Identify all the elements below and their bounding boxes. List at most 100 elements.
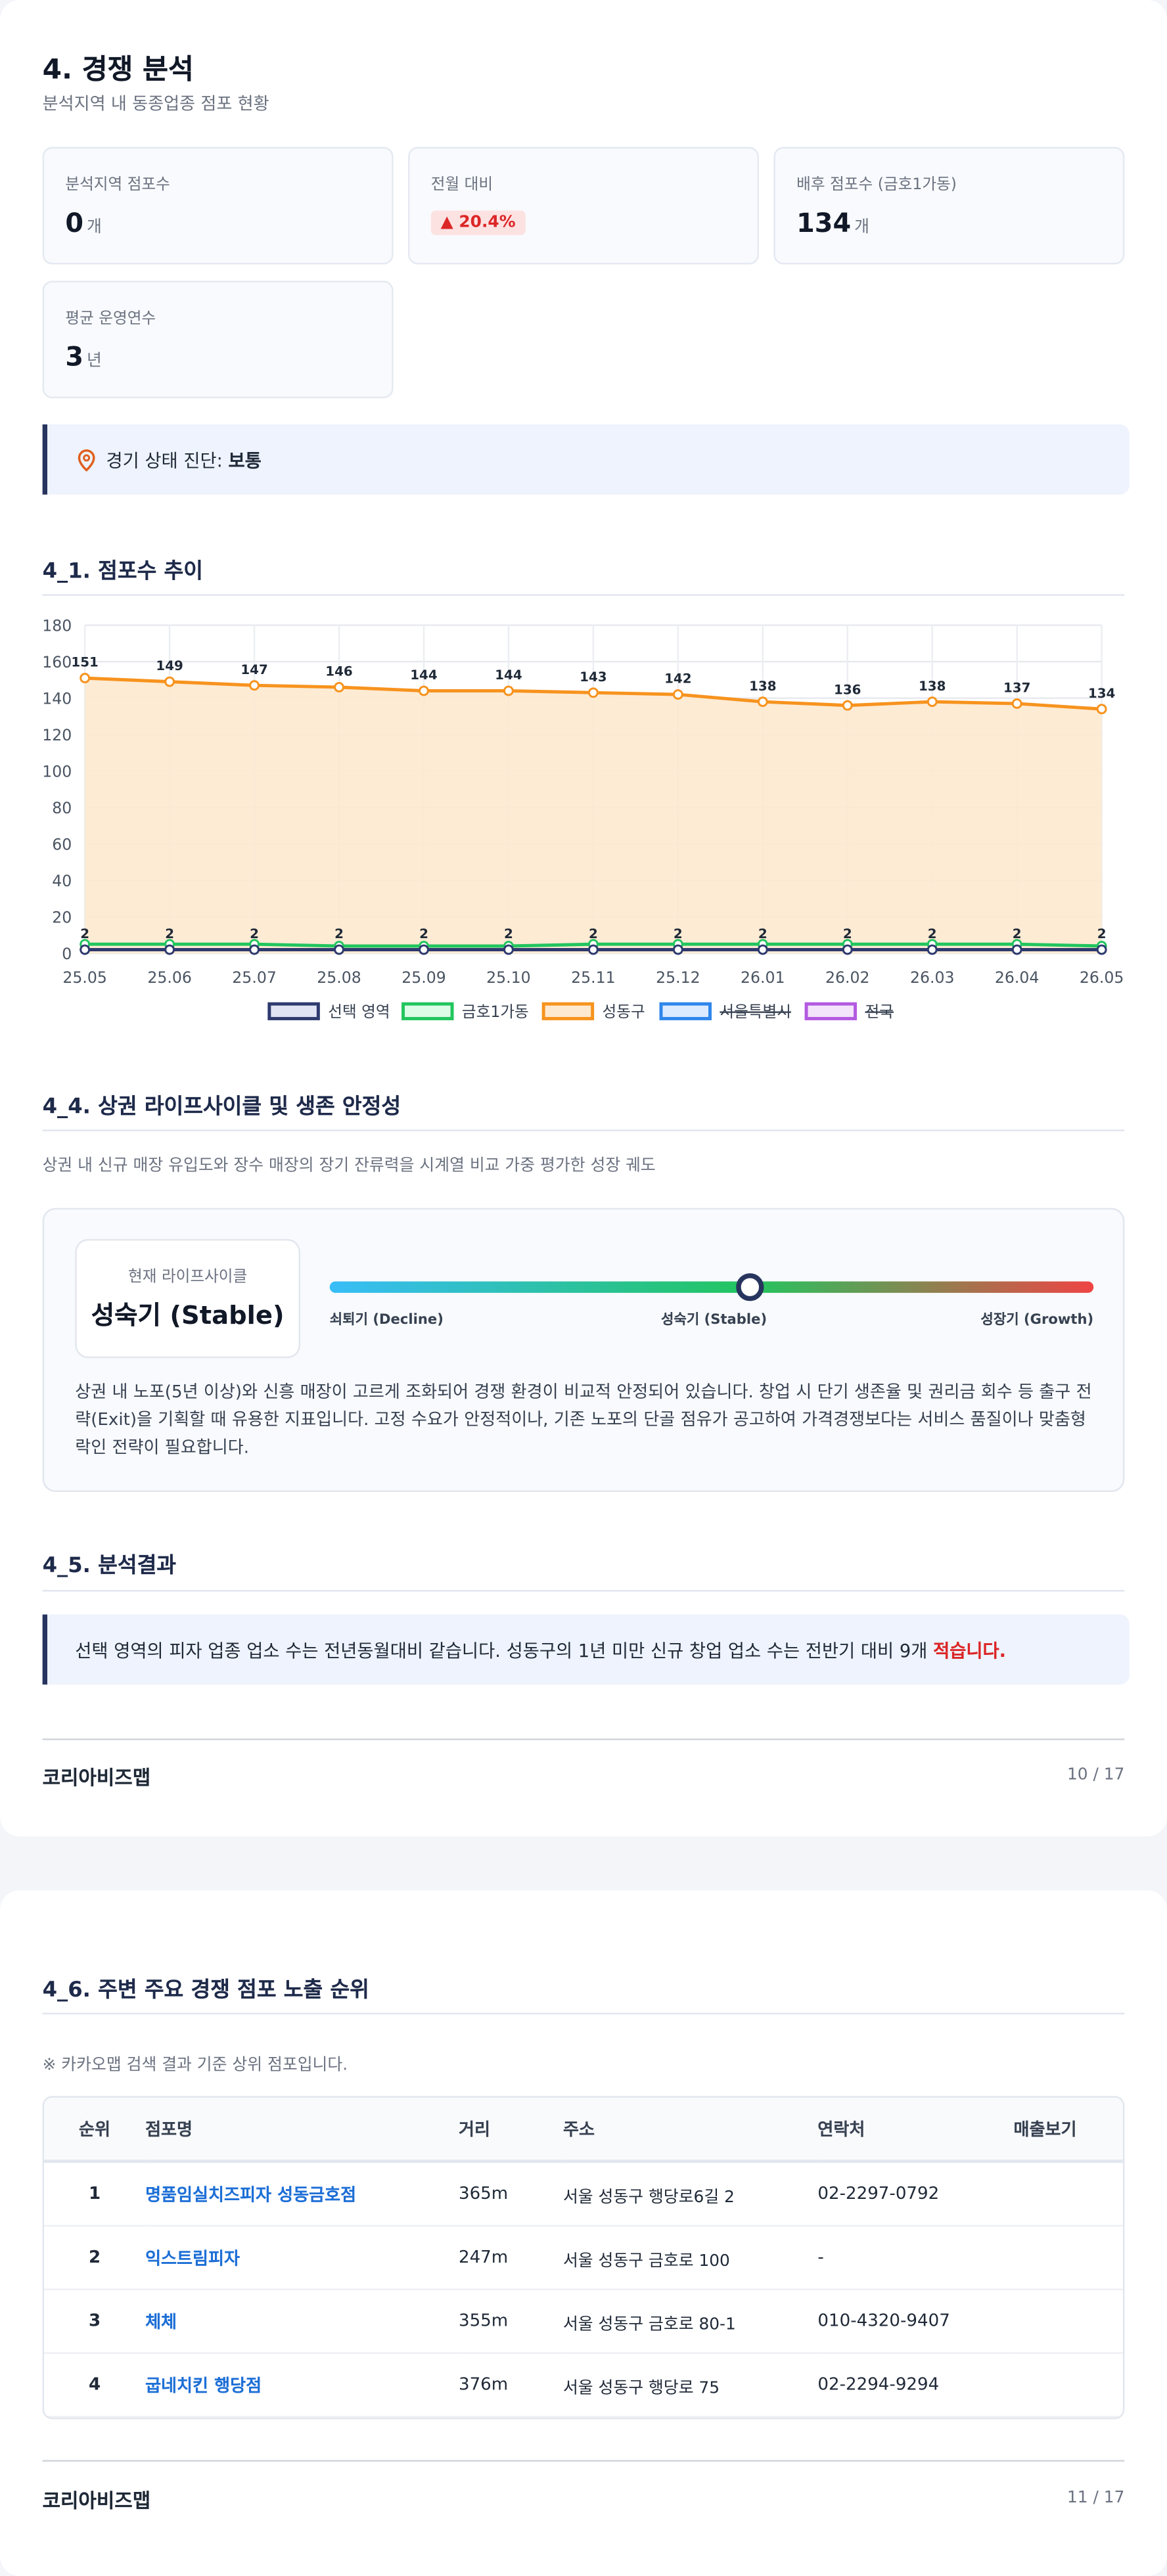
- point: [249, 680, 260, 691]
- point: [1096, 944, 1107, 955]
- phone-cell: 02-2294-9294: [817, 2353, 1014, 2418]
- table-row: 2 익스트림피자 247m 서울 성동구 금호로 100-: [44, 2225, 1123, 2291]
- legend-swatch: [659, 1002, 712, 1020]
- phone-cell: 02-2297-0792: [817, 2161, 1014, 2227]
- x-tick-label: 26.05: [1080, 968, 1124, 987]
- divider: [42, 1738, 1125, 1740]
- stat-card: 배후 점포수 (금호1가동) 134 개: [773, 147, 1125, 265]
- table-row: 4 굽네치킨 행당점 376m 서울 성동구 행당로 75 02-2294-9294: [44, 2353, 1123, 2418]
- address-cell: 서울 성동구 행당로 75: [562, 2353, 818, 2418]
- stat-unit: 개: [854, 218, 869, 237]
- sales-cell: [1013, 2225, 1123, 2291]
- legend-label: 성동구: [603, 1003, 645, 1021]
- table-row: 1 명품임실치즈피자 성동금호점 365m 서울 성동구 행당로6길 2 02-2297…: [44, 2161, 1123, 2227]
- lifecycle-marker: [735, 1273, 764, 1301]
- data-label: 136: [834, 682, 861, 697]
- name-cell[interactable]: 익스트림피자: [145, 2225, 459, 2291]
- point: [249, 944, 260, 955]
- data-label: 2: [419, 926, 428, 941]
- data-label: 2: [250, 926, 259, 941]
- point: [164, 944, 175, 955]
- y-tick-label: 80: [52, 799, 72, 817]
- x-tick-label: 26.01: [741, 968, 785, 987]
- y-tick-label: 100: [42, 762, 72, 780]
- stat-label: 분석지역 점포수: [65, 176, 170, 194]
- phone-cell: 010-4320-9407: [817, 2289, 1014, 2354]
- sales-cell: [1013, 2161, 1123, 2227]
- page-number: 10 / 17: [1067, 1766, 1125, 1784]
- legend-label: 선택 영역: [328, 1003, 390, 1021]
- x-tick-label: 25.06: [147, 968, 192, 987]
- point: [419, 944, 429, 955]
- legend-item: 금호1가동: [401, 1002, 529, 1021]
- stat-label: 평균 운영연수: [65, 310, 156, 328]
- y-tick-label: 60: [52, 835, 72, 853]
- distance-cell: 355m: [458, 2289, 563, 2354]
- data-label: 144: [410, 667, 437, 683]
- header-cell: 연락처: [817, 2097, 1014, 2163]
- y-tick-label: 20: [52, 908, 72, 926]
- data-label: 2: [758, 926, 767, 941]
- data-label: 149: [156, 658, 183, 673]
- header-cell: 매출보기: [1013, 2097, 1123, 2163]
- point: [503, 685, 514, 696]
- data-label: 147: [240, 662, 267, 677]
- sales-cell: [1013, 2289, 1123, 2354]
- stat-label: 전월 대비: [430, 176, 493, 194]
- data-label: 137: [1003, 681, 1030, 696]
- x-tick-label: 26.03: [910, 968, 955, 987]
- address-cell: 서울 성동구 금호로 100: [562, 2225, 818, 2291]
- diagnosis-value: 보통: [228, 450, 262, 472]
- current-stage: 성숙기 (Stable): [91, 1301, 285, 1331]
- pin-icon: [78, 449, 95, 472]
- legend-item: 선택 영역: [267, 1002, 390, 1021]
- data-label: 2: [928, 926, 937, 941]
- data-label: 138: [749, 679, 776, 694]
- result-box: 선택 영역의 피자 업종 업소 수는 전년동월대비 같습니다. 성동구의 1년 …: [42, 1614, 1130, 1685]
- scale-label: 성장기 (Growth): [980, 1312, 1094, 1329]
- stat-value: 3: [65, 341, 84, 373]
- scale-label: 쇠퇴기 (Decline): [329, 1312, 444, 1329]
- point: [1011, 944, 1022, 955]
- point: [164, 676, 175, 687]
- data-label: 138: [919, 679, 946, 694]
- current-label: 현재 라이프사이클: [128, 1268, 248, 1286]
- section-title: 4_1. 점포수 추이: [42, 560, 203, 585]
- stat-card: 평균 운영연수 3 년: [42, 281, 394, 399]
- footer-brand: 코리아비즈맵: [42, 2489, 151, 2512]
- address-cell: 서울 성동구 금호로 80-1: [562, 2289, 818, 2354]
- point: [672, 689, 683, 700]
- legend-label: 전국: [865, 1003, 893, 1021]
- stat-card: 전월 대비 ▲ 20.4%: [407, 147, 760, 265]
- data-label: 142: [664, 671, 691, 687]
- point: [80, 944, 91, 955]
- x-tick-label: 26.02: [825, 968, 870, 987]
- stat-value: 134: [796, 207, 852, 238]
- name-cell[interactable]: 명품임실치즈피자 성동금호점: [145, 2161, 459, 2227]
- stat-card: 분석지역 점포수 0 개: [42, 147, 394, 265]
- point: [334, 944, 344, 955]
- legend-label: 금호1가동: [462, 1003, 529, 1021]
- point: [503, 944, 514, 955]
- data-label: 143: [580, 669, 606, 685]
- data-label: 2: [674, 926, 683, 941]
- legend-item: 전국: [804, 1002, 894, 1021]
- footer-brand: 코리아비즈맵: [42, 1766, 151, 1790]
- stat-value: 0: [65, 207, 84, 238]
- x-tick-label: 25.08: [317, 968, 361, 987]
- data-label: 2: [843, 926, 852, 941]
- name-cell[interactable]: 굽네치킨 행당점: [145, 2353, 459, 2418]
- data-label: 134: [1088, 686, 1115, 701]
- distance-cell: 247m: [458, 2225, 563, 2291]
- name-cell[interactable]: 체체: [145, 2289, 459, 2354]
- data-label: 2: [1097, 926, 1107, 941]
- scale-label: 성숙기 (Stable): [660, 1312, 767, 1329]
- sales-cell: [1013, 2353, 1123, 2418]
- divider: [42, 2012, 1125, 2015]
- note: ※ 카카오맵 검색 결과 기준 상위 점포입니다.: [42, 2056, 348, 2075]
- x-tick-label: 25.09: [401, 968, 446, 987]
- lifecycle-track: [329, 1281, 1094, 1293]
- point: [334, 682, 344, 692]
- area: [85, 678, 1102, 954]
- point: [587, 944, 599, 955]
